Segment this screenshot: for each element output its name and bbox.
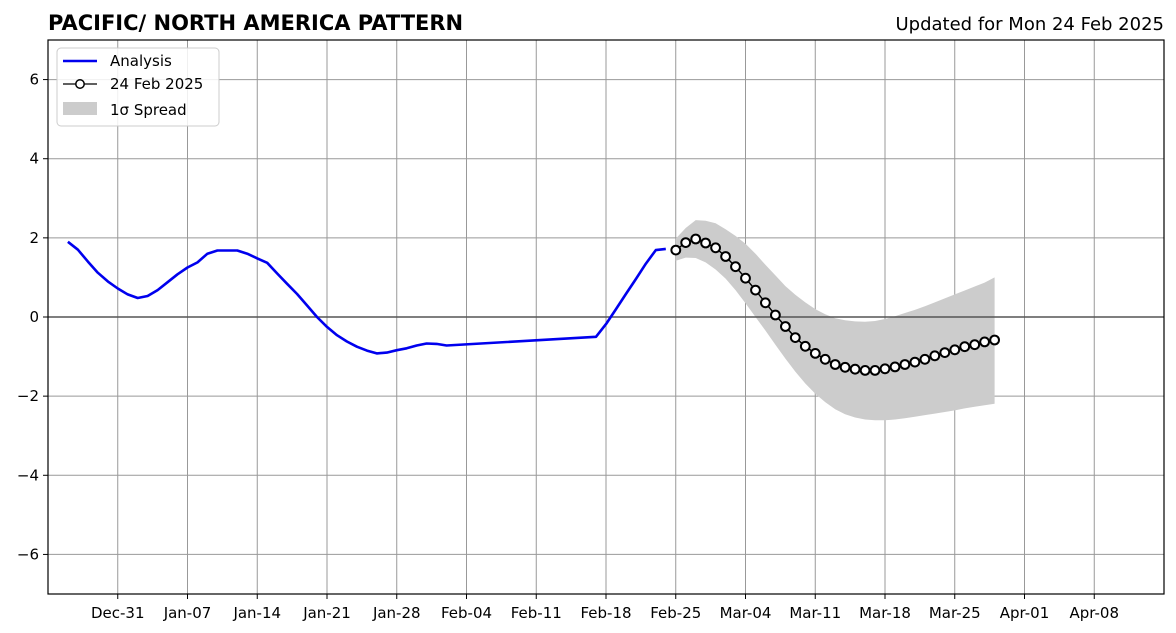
x-tick-label: Feb-18 [580, 604, 631, 622]
spread-band [675, 220, 995, 421]
forecast-point [700, 237, 711, 249]
chart-subtitle: Updated for Mon 24 Feb 2025 [895, 14, 1164, 35]
legend-spread-label: 1σ Spread [110, 101, 187, 119]
forecast-point [929, 350, 941, 362]
legend-spread-swatch [63, 102, 97, 115]
forecast-point [919, 353, 931, 365]
x-axis: Dec-31 Jan-07 Jan-14 Jan-21 Jan-28 Feb-04 Feb-… [91, 594, 1119, 622]
forecast-point [680, 237, 692, 249]
forecast-point [869, 365, 881, 376]
x-tick-label: Feb-04 [441, 604, 492, 622]
forecast-point [829, 359, 841, 370]
x-tick-label: Mar-04 [720, 604, 772, 622]
forecast-point [909, 356, 921, 368]
y-tick-label: −6 [17, 545, 39, 563]
x-tick-label: Mar-25 [929, 604, 981, 622]
analysis-series-layer [67, 240, 666, 355]
forecast-point [730, 261, 741, 273]
x-tick-label: Apr-01 [1000, 604, 1050, 622]
forecast-point [989, 334, 1000, 346]
x-tick-label: Feb-25 [650, 604, 701, 622]
x-tick-label: Mar-11 [789, 604, 841, 622]
chart-title: PACIFIC/ NORTH AMERICA PATTERN [48, 11, 463, 35]
x-tick-label: Dec-31 [91, 604, 145, 622]
y-tick-label: −2 [17, 387, 39, 405]
analysis-line [67, 240, 666, 355]
x-tick-label: Mar-18 [859, 604, 911, 622]
forecast-point [780, 321, 791, 332]
forecast-point [979, 336, 990, 348]
x-tick-label: Jan-14 [232, 604, 281, 622]
forecast-point [889, 361, 901, 373]
x-tick-label: Jan-07 [163, 604, 212, 622]
forecast-point [670, 244, 682, 256]
x-tick-label: Jan-28 [372, 604, 421, 622]
forecast-point [809, 348, 821, 359]
forecast-point [819, 353, 831, 365]
forecast-point [899, 359, 911, 370]
forecast-point [839, 361, 851, 373]
y-tick-label: −4 [17, 466, 39, 484]
forecast-point [849, 363, 861, 375]
forecast-point [799, 340, 811, 352]
y-tick-label: 0 [29, 308, 39, 326]
forecast-point [789, 332, 801, 344]
forecast-point [750, 284, 761, 296]
forecast-point [710, 242, 721, 254]
legend-box [56, 47, 220, 127]
forecast-point [859, 365, 871, 376]
spread-band-layer [675, 220, 995, 421]
forecast-point [969, 339, 981, 351]
x-tick-label: Apr-08 [1070, 604, 1120, 622]
forecast-point [760, 297, 771, 309]
forecast-point [939, 347, 951, 359]
forecast-point [879, 363, 891, 375]
forecast-series-layer [670, 233, 1000, 376]
x-tick-label: Jan-21 [302, 604, 351, 622]
forecast-point [949, 344, 961, 356]
forecast-point [770, 309, 781, 321]
y-tick-label: 6 [29, 71, 39, 89]
legend-analysis-label: Analysis [110, 52, 172, 70]
y-tick-label: 2 [29, 229, 39, 247]
forecast-point [740, 272, 751, 284]
forecast-point [959, 341, 971, 353]
y-tick-label: 4 [29, 150, 39, 168]
forecast-point [690, 233, 702, 245]
legend: Analysis 24 Feb 2025 1σ Spread [56, 47, 220, 127]
x-tick-label: Feb-11 [511, 604, 562, 622]
forecast-point [720, 251, 731, 262]
legend-forecast-swatch-marker [75, 79, 85, 89]
y-axis: −6 −4 −2 0 2 4 6 [17, 71, 48, 563]
legend-forecast-label: 24 Feb 2025 [110, 75, 203, 93]
